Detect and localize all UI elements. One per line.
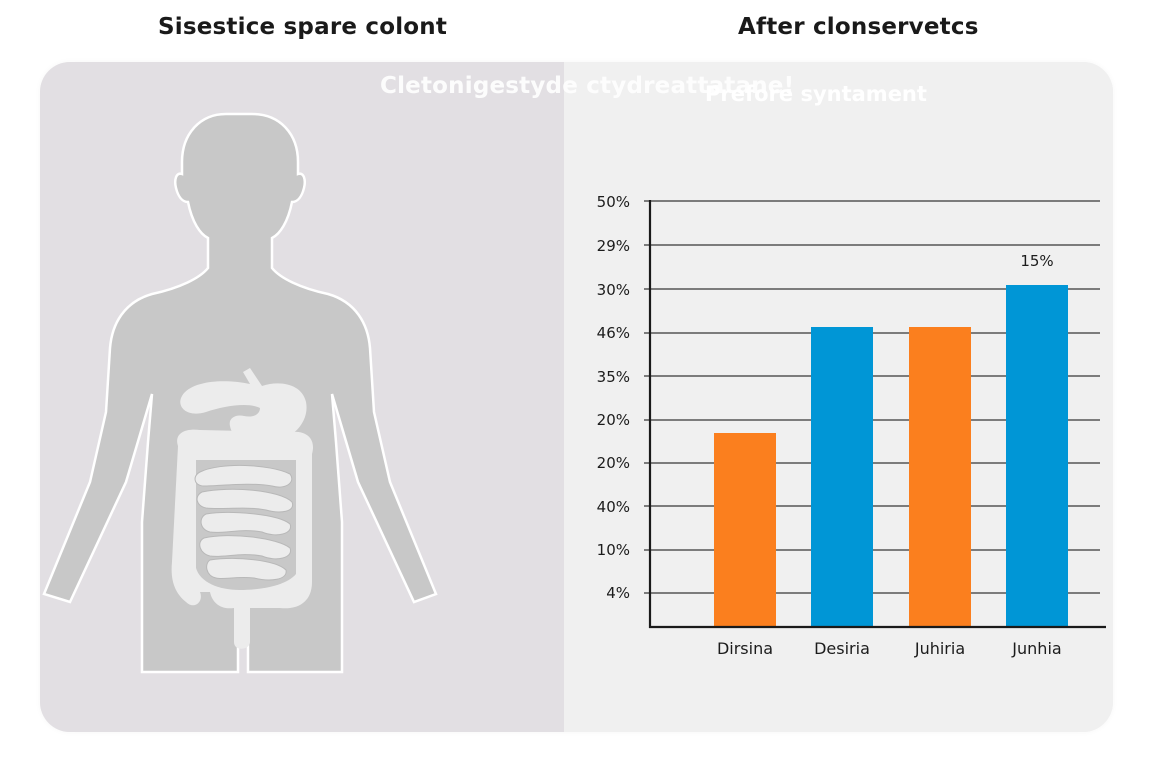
y-tick-label: 46% xyxy=(596,324,630,342)
x-tick-label: Dirsina xyxy=(716,639,774,658)
y-tick-label: 29% xyxy=(596,237,630,255)
y-tick-label: 50% xyxy=(596,193,630,211)
after-panel xyxy=(564,62,1113,732)
bar-value-annotation: 15% xyxy=(1020,252,1054,270)
right-heading: After clonservetcs xyxy=(738,14,979,40)
y-tick-label: 35% xyxy=(596,368,630,386)
x-tick-label: Juhiria xyxy=(914,639,966,658)
y-tick-label: 30% xyxy=(596,281,630,299)
y-tick-label: 40% xyxy=(596,498,630,516)
left-heading: Sisestice spare colont xyxy=(158,14,448,40)
overlay-title: Cletonigestyde ctydreattatane! xyxy=(380,73,795,99)
chart-title: Prefore syntament xyxy=(705,82,927,106)
x-tick-label: Desiria xyxy=(814,639,870,658)
comparison-panel: Cletonigestyde ctydreattatane! xyxy=(40,62,1113,732)
human-torso-digestive-system-icon xyxy=(42,112,438,674)
x-tick-label: Junhia xyxy=(1012,639,1062,658)
before-panel xyxy=(40,62,564,732)
y-tick-label: 4% xyxy=(606,584,630,602)
y-tick-label: 10% xyxy=(596,541,630,559)
y-tick-label: 20% xyxy=(596,454,630,472)
y-tick-label: 20% xyxy=(596,411,630,429)
